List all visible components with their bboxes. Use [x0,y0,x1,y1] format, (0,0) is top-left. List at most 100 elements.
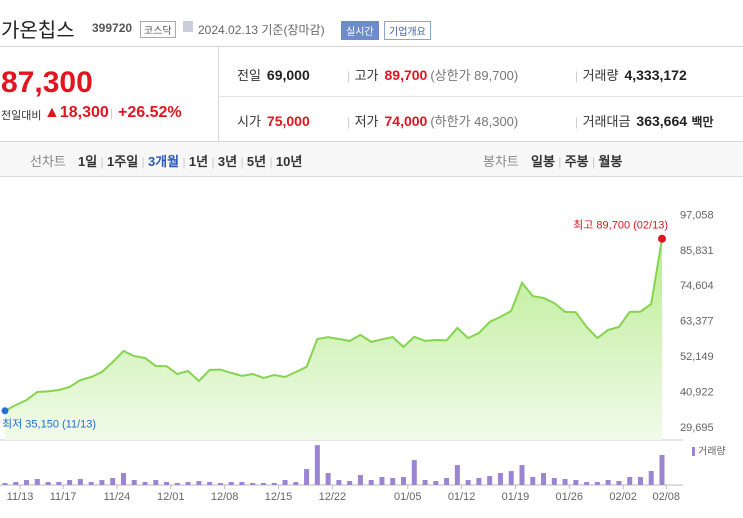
volume-bar [153,480,159,485]
volume-bar [56,482,62,485]
date: 2024.02.13 기준(장마감) [198,23,325,37]
volume-bar [519,465,525,485]
x-tick-label: 02/02 [609,491,637,503]
separator: | [266,155,276,169]
separator: | [554,155,565,169]
tab[interactable]: 5년 [246,154,267,169]
volume-bar [304,469,310,485]
volume-bar [250,483,256,485]
x-tick-label: 12/08 [211,491,239,503]
volume-bar [530,477,536,485]
x-tick-label: 12/22 [319,491,347,503]
volume-bar [390,478,396,485]
volume-bar [336,480,342,485]
value: 89,700 [384,67,428,83]
quote-cell: 전일 69,000 [237,65,310,85]
volume-bar [444,478,450,485]
tab[interactable]: 일봉 [531,154,555,169]
volume-bar [207,482,213,485]
label: 시가 [237,114,261,129]
tab[interactable]: 10년 [275,154,303,169]
value: 74,000 [384,113,428,129]
value: 69,000 [266,67,310,83]
label: 고가 [354,68,379,83]
max-marker [658,234,666,243]
volume-bar [325,473,331,485]
calendar-icon [183,21,193,32]
change: ▲18,300 [44,104,109,121]
volume-bar [120,473,126,485]
volume-bar [260,483,266,485]
x-tick-label: 12/01 [157,491,185,503]
volume-bar [487,476,493,485]
stock-name: 가온칩스 [1,20,75,42]
x-tick-label: 11/13 [7,491,34,503]
separator: | [179,155,189,169]
realtime-button[interactable]: 실시간 [341,21,379,40]
volume-bar [142,482,148,485]
volume-bar [605,480,611,485]
candle-tabs: 일봉 | 주봉 | 월봉 [531,151,622,171]
label: 거래대금 [582,114,631,129]
separator: | [97,155,107,169]
divider [218,46,219,141]
x-tick-label: 02/08 [652,491,680,503]
volume-bar [594,482,600,485]
quote-cell: | 저가 74,000 (하한가 48,300) [347,113,519,129]
volume-bar [88,482,94,485]
x-tick-label: 11/24 [104,491,131,503]
y-tick-label: 63,377 [680,316,714,328]
change-rate: +26.52% [118,104,182,121]
company-button[interactable]: 기업개요 [384,21,431,40]
tab[interactable]: 1주일 [107,154,139,169]
area-fill [5,238,662,440]
volume-bar [239,482,245,485]
volume-bar [99,480,105,485]
tab[interactable]: 3년 [217,154,238,169]
volume-bar [411,460,417,485]
volume-bar [67,480,73,485]
tab[interactable]: 3개월 [147,154,180,169]
tab[interactable]: 월봉 [598,154,623,169]
market-badge: 코스닥 [140,21,176,38]
quote-cell: | 거래량 4,333,172 [575,67,687,83]
y-tick-label: 29,695 [680,422,714,434]
sub: (상한가 89,700) [430,68,519,83]
volume-bar [13,482,19,485]
volume-bar [77,479,83,485]
x-tick-label: 12/15 [265,491,293,503]
volume-bar [379,477,385,485]
value: 75,000 [266,113,310,129]
volume-bar [616,481,622,485]
volume-bar [573,480,579,485]
quote-cell: | 고가 89,700 (상한가 89,700) [347,67,519,83]
tab[interactable]: 1일 [78,154,98,169]
separator: | [588,155,599,169]
separator: | [138,155,148,169]
volume-bar [293,482,299,485]
period-tabs: 1일 | 1주일 | 3개월 | 1년 | 3년 | 5년 | 10년 [78,151,302,171]
volume-bar [357,475,363,485]
label: 거래량 [582,68,619,83]
y-tick-label: 74,604 [680,280,714,292]
volume-bar [271,483,277,485]
separator: | [237,155,247,169]
volume-bar [131,480,137,485]
volume-bar [2,483,8,485]
unit: 백만 [691,115,714,129]
tab[interactable]: 주봉 [564,154,589,169]
stock-code: 399720 [92,21,133,35]
volume-bar [659,455,665,485]
volume-bar [637,477,643,485]
y-tick-label: 52,149 [680,351,714,363]
label: 전일 [237,68,261,83]
price-line [4,238,663,412]
volume-bar [196,481,202,485]
volume-bar [648,471,654,485]
volume-bar [34,479,40,485]
x-tick-label: 01/05 [394,491,422,503]
value: 4,333,172 [624,67,687,83]
tab[interactable]: 1년 [188,154,209,169]
change-label: 전일대비 [1,110,42,122]
